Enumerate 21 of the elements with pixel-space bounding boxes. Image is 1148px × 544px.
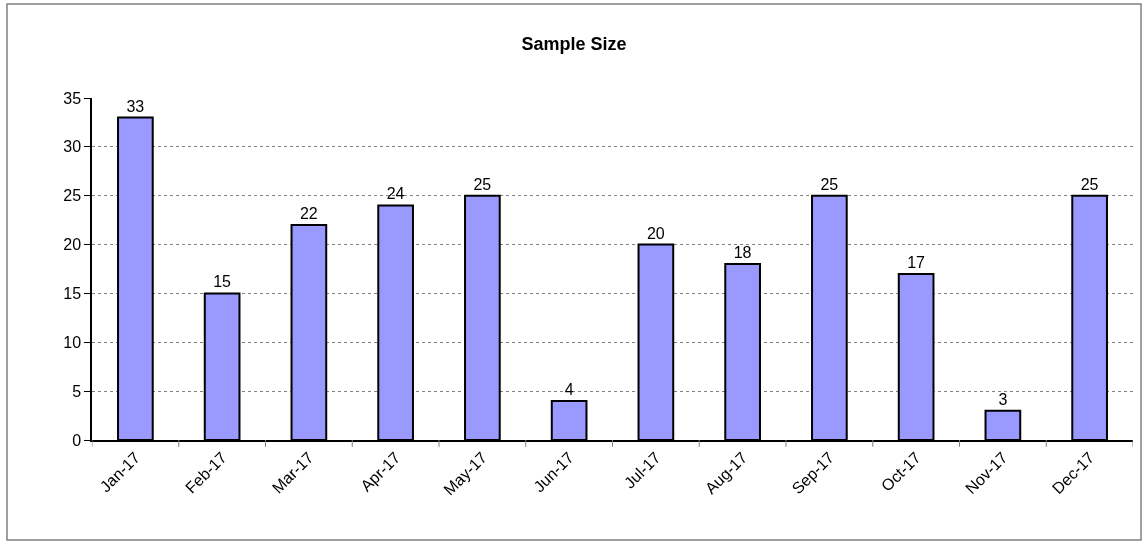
data-label: 3 <box>998 390 1008 408</box>
y-tick-label: 20 <box>63 236 82 254</box>
data-label: 25 <box>820 175 839 193</box>
data-label: 18 <box>733 244 752 262</box>
data-label: 20 <box>646 224 665 242</box>
y-tick-label: 30 <box>63 138 82 156</box>
y-tick-label: 25 <box>63 187 82 205</box>
data-label: 33 <box>126 97 145 115</box>
y-tick-label: 0 <box>72 431 82 449</box>
data-label: 15 <box>213 273 232 291</box>
data-label: 25 <box>473 175 492 193</box>
data-label: 17 <box>907 253 926 271</box>
chart-title: Sample Size <box>521 34 627 55</box>
data-label: 4 <box>564 380 574 398</box>
y-tick-label: 5 <box>72 382 82 400</box>
data-label: 22 <box>299 205 318 223</box>
data-label: 25 <box>1080 175 1099 193</box>
data-label: 24 <box>386 185 405 203</box>
y-tick-label: 10 <box>63 333 82 351</box>
y-tick-label: 35 <box>63 89 82 107</box>
y-tick-label: 15 <box>63 285 82 303</box>
